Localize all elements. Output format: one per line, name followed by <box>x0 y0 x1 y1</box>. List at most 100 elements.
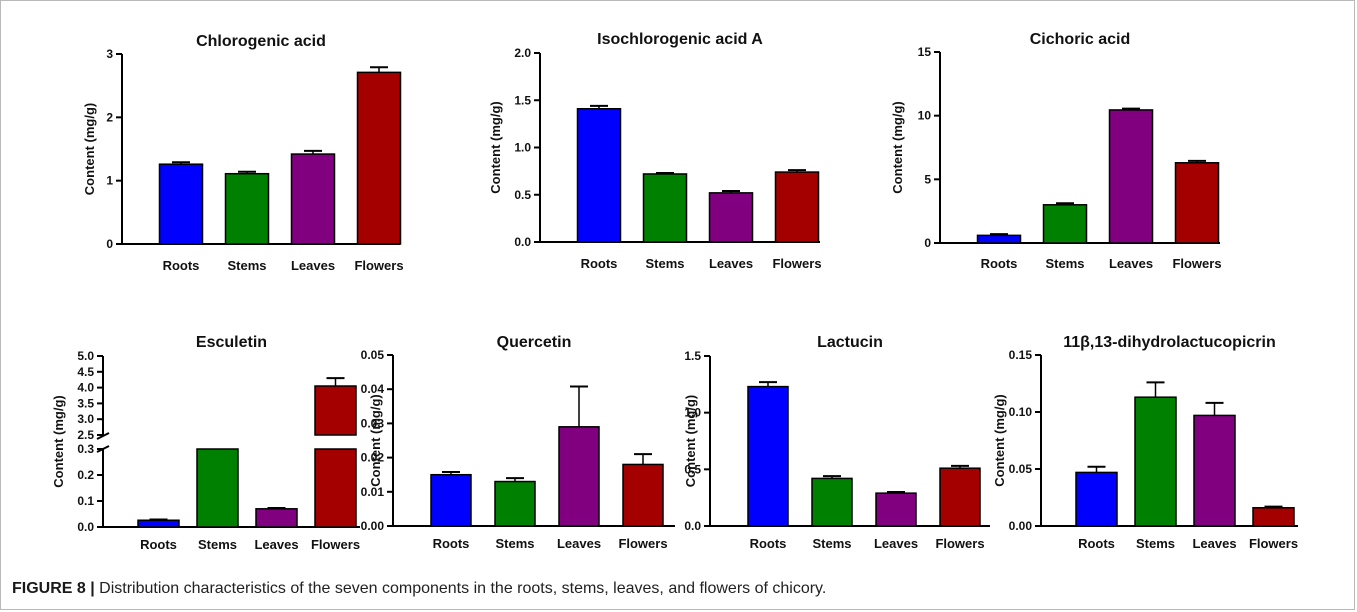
bar <box>1174 162 1220 244</box>
x-category-label: Leaves <box>291 258 335 273</box>
chart-panel: Esculetin Content (mg/g) 0.0 0.1 0.2 0.32.5 3.… <box>51 334 360 552</box>
bar <box>494 480 536 527</box>
y-tick-label: 0.01 <box>361 485 385 499</box>
bar <box>1075 471 1118 527</box>
y-tick-label: 0.2 <box>77 468 94 482</box>
x-category-label: Flowers <box>311 537 360 552</box>
y-tick-label: 5.0 <box>77 349 94 363</box>
y-tick-label: 2.5 <box>77 428 94 442</box>
chart-title: Chlorogenic acid <box>196 33 326 50</box>
x-category-label: Leaves <box>874 536 918 551</box>
x-category-label: Flowers <box>618 536 667 551</box>
bar <box>1042 204 1088 244</box>
x-category-label: Stems <box>645 256 684 271</box>
figure-caption-label: FIGURE 8 | <box>12 580 95 597</box>
y-axis-title: Content (mg/g) <box>890 101 905 193</box>
y-tick-label: 3 <box>106 47 113 61</box>
x-category-label: Leaves <box>557 536 601 551</box>
x-category-label: Roots <box>1078 536 1115 551</box>
x-category-label: Stems <box>495 536 534 551</box>
y-tick-label: 0.15 <box>1009 348 1033 362</box>
y-tick-label: 3.0 <box>77 412 94 426</box>
y-tick-label: 4.5 <box>77 365 94 379</box>
bar <box>1193 414 1236 527</box>
y-tick-label: 0.00 <box>361 519 385 533</box>
y-tick-label: 1.5 <box>514 93 531 107</box>
chart-panel: Isochlorogenic acid A Content (mg/g) 0.0 0.… <box>488 31 822 271</box>
x-category-label: Flowers <box>935 536 984 551</box>
y-tick-label: 1.0 <box>684 406 701 420</box>
x-category-label: Stems <box>1136 536 1175 551</box>
y-tick-label: 0.0 <box>514 235 531 249</box>
x-category-label: Stems <box>1045 256 1084 271</box>
bar <box>356 71 402 245</box>
bar <box>976 234 1022 244</box>
y-tick-label: 0.0 <box>77 520 94 534</box>
x-category-label: Roots <box>750 536 787 551</box>
bar <box>576 108 622 243</box>
x-category-label: Roots <box>581 256 618 271</box>
bar <box>939 467 981 527</box>
y-tick-label: 2.0 <box>514 46 531 60</box>
x-category-label: Stems <box>227 258 266 273</box>
bar <box>642 173 688 243</box>
chart-title: Quercetin <box>497 334 572 351</box>
x-category-label: Leaves <box>709 256 753 271</box>
chart-title: Cichoric acid <box>1030 31 1130 48</box>
y-axis-title: Content (mg/g) <box>368 394 383 486</box>
x-category-label: Flowers <box>1249 536 1298 551</box>
bar <box>137 519 180 528</box>
y-tick-label: 0.10 <box>1009 405 1033 419</box>
y-tick-label: 0 <box>924 236 931 250</box>
y-tick-label: 1 <box>106 174 113 188</box>
y-tick-label: 0.05 <box>361 348 385 362</box>
y-tick-label: 0.5 <box>514 188 531 202</box>
bar <box>314 448 357 528</box>
x-category-label: Leaves <box>254 537 298 552</box>
chart-panel: 11β,13-dihydrolactucopicrin Content (mg/g… <box>992 334 1298 551</box>
y-tick-label: 0.3 <box>77 442 94 456</box>
bar <box>875 492 917 527</box>
x-category-label: Roots <box>163 258 200 273</box>
x-category-label: Stems <box>198 537 237 552</box>
chart-panel: Chlorogenic acid Content (mg/g) 0 1 2 3 Roots S… <box>82 33 404 273</box>
bar <box>708 192 754 243</box>
y-tick-label: 0 <box>106 237 113 251</box>
x-category-label: Roots <box>981 256 1018 271</box>
figure-caption: FIGURE 8 | Distribution characteristics … <box>12 567 1342 611</box>
y-tick-label: 0.00 <box>1009 519 1033 533</box>
x-category-label: Leaves <box>1192 536 1236 551</box>
y-tick-label: 0.0 <box>684 519 701 533</box>
bar <box>196 448 239 528</box>
x-category-label: Roots <box>433 536 470 551</box>
x-category-label: Roots <box>140 537 177 552</box>
y-axis-title: Content (mg/g) <box>992 394 1007 486</box>
y-axis-title: Content (mg/g) <box>683 395 698 487</box>
y-tick-label: 15 <box>918 45 932 59</box>
chart-title: 11β,13-dihydrolactucopicrin <box>1063 334 1276 351</box>
y-tick-label: 1.0 <box>514 141 531 155</box>
y-tick-label: 0.04 <box>361 382 385 396</box>
bar <box>1134 396 1177 527</box>
bar <box>811 477 853 527</box>
x-category-label: Stems <box>812 536 851 551</box>
y-tick-label: 1.5 <box>684 349 701 363</box>
y-tick-label: 2 <box>106 110 113 124</box>
chart-panel: Lactucin Content (mg/g) 0.0 0.5 1.0 1.5 Roots S… <box>683 334 990 551</box>
bar <box>158 163 204 245</box>
figure-caption-text: Distribution characteristics of the seve… <box>99 580 827 597</box>
y-axis-title: Content (mg/g) <box>51 395 66 487</box>
figure-canvas: Chlorogenic acid Content (mg/g) 0 1 2 3 Roots S… <box>51 31 1298 552</box>
x-category-label: Leaves <box>1109 256 1153 271</box>
y-tick-label: 4.0 <box>77 381 94 395</box>
y-tick-label: 0.03 <box>361 416 385 430</box>
bar <box>774 171 820 243</box>
bar <box>290 153 336 245</box>
bar <box>1252 507 1295 527</box>
bar <box>255 508 298 528</box>
bar <box>1108 109 1154 244</box>
y-tick-label: 0.02 <box>361 451 385 465</box>
y-tick-label: 10 <box>918 109 932 123</box>
bar <box>558 426 600 527</box>
